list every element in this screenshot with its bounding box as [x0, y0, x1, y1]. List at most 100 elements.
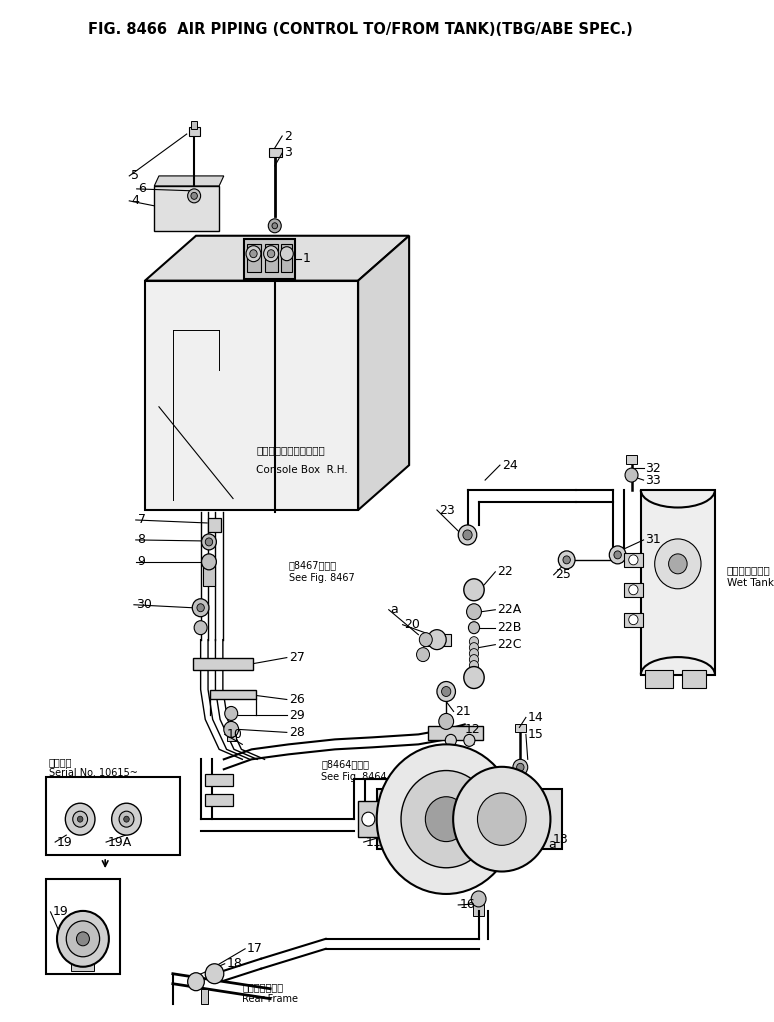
Circle shape	[463, 530, 472, 540]
Circle shape	[111, 803, 142, 835]
Bar	[358, 801, 378, 837]
Polygon shape	[145, 236, 409, 281]
Text: 19: 19	[53, 905, 68, 919]
Text: 9: 9	[138, 555, 146, 568]
Circle shape	[464, 735, 475, 746]
Circle shape	[416, 648, 430, 661]
Bar	[626, 455, 637, 464]
Circle shape	[558, 551, 575, 569]
Circle shape	[625, 468, 638, 482]
Bar	[428, 727, 483, 740]
Circle shape	[362, 812, 375, 826]
Bar	[204, 566, 214, 586]
Bar	[624, 553, 642, 567]
Text: See Fig. 8464: See Fig. 8464	[321, 773, 387, 782]
Text: 13: 13	[553, 833, 569, 845]
Circle shape	[201, 554, 217, 570]
Text: Wet Tank: Wet Tank	[727, 577, 774, 588]
Bar	[423, 634, 450, 646]
Circle shape	[377, 744, 515, 894]
Circle shape	[471, 891, 486, 907]
Text: ウェットタンク: ウェットタンク	[727, 565, 771, 574]
Circle shape	[401, 771, 491, 868]
Polygon shape	[145, 281, 358, 510]
Bar	[227, 734, 236, 741]
Text: 12: 12	[464, 723, 481, 736]
Circle shape	[280, 246, 293, 261]
Circle shape	[469, 643, 478, 653]
Circle shape	[469, 660, 478, 670]
Circle shape	[469, 655, 478, 664]
Bar	[200, 988, 208, 1004]
Circle shape	[192, 599, 209, 616]
Circle shape	[628, 585, 638, 595]
Circle shape	[469, 649, 478, 658]
Circle shape	[426, 797, 467, 841]
Text: FIG. 8466  AIR PIPING (CONTROL TO/FROM TANK)(TBG/ABE SPEC.): FIG. 8466 AIR PIPING (CONTROL TO/FROM TA…	[87, 21, 632, 37]
Circle shape	[205, 538, 213, 546]
Polygon shape	[154, 176, 224, 186]
Circle shape	[272, 223, 278, 229]
Text: 29: 29	[289, 709, 304, 722]
Text: 18: 18	[227, 958, 242, 970]
Circle shape	[420, 633, 433, 647]
Text: 第8464図参照: 第8464図参照	[321, 759, 369, 770]
Circle shape	[628, 555, 638, 565]
Text: 7: 7	[138, 513, 146, 526]
Bar	[641, 491, 715, 675]
Circle shape	[513, 759, 528, 776]
Circle shape	[57, 911, 109, 967]
Bar	[189, 127, 200, 136]
Circle shape	[469, 637, 478, 647]
Bar	[646, 669, 673, 688]
Circle shape	[187, 973, 204, 990]
Circle shape	[453, 766, 550, 872]
Text: See Fig. 8467: See Fig. 8467	[289, 572, 354, 583]
Text: 31: 31	[646, 533, 661, 547]
Text: 2: 2	[284, 130, 292, 142]
Text: Serial No. 10615~: Serial No. 10615~	[49, 769, 138, 779]
Text: 11: 11	[365, 836, 382, 848]
Text: 14: 14	[528, 711, 543, 724]
Circle shape	[73, 811, 87, 827]
Text: 24: 24	[502, 459, 518, 471]
Text: a: a	[391, 603, 399, 616]
Text: 32: 32	[646, 462, 661, 474]
Bar	[683, 669, 706, 688]
Text: 6: 6	[139, 182, 146, 195]
Circle shape	[478, 793, 526, 845]
Circle shape	[67, 921, 100, 957]
Circle shape	[77, 817, 83, 822]
Text: 16: 16	[460, 898, 476, 912]
Bar	[515, 725, 526, 733]
Text: 20: 20	[405, 618, 420, 632]
Text: 8: 8	[138, 533, 146, 547]
Bar	[473, 903, 485, 916]
Circle shape	[437, 682, 455, 701]
Bar	[281, 243, 293, 272]
Text: 30: 30	[135, 598, 152, 611]
Circle shape	[391, 824, 409, 844]
Circle shape	[467, 604, 481, 619]
Circle shape	[194, 620, 207, 635]
Text: 26: 26	[289, 693, 304, 706]
Bar	[208, 518, 221, 531]
Bar	[191, 121, 197, 129]
Text: 27: 27	[289, 651, 304, 664]
Bar	[247, 243, 261, 272]
Circle shape	[267, 249, 275, 258]
Circle shape	[669, 554, 687, 573]
Bar	[466, 673, 482, 682]
Bar	[71, 959, 94, 971]
Bar	[205, 775, 233, 786]
Circle shape	[264, 245, 279, 262]
Circle shape	[468, 621, 480, 634]
Text: 22C: 22C	[497, 638, 522, 651]
Circle shape	[609, 546, 626, 564]
Circle shape	[628, 614, 638, 624]
Circle shape	[439, 713, 454, 730]
Circle shape	[65, 803, 95, 835]
Circle shape	[655, 539, 701, 589]
Text: リヤーフレーム: リヤーフレーム	[242, 982, 283, 991]
Circle shape	[124, 817, 129, 822]
